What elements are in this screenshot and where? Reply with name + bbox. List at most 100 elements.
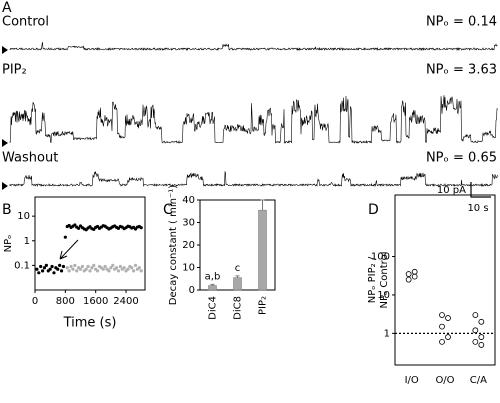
y-axis-label: NPₒ Control [379,252,390,309]
point [73,223,77,227]
point [445,334,451,340]
error-bar [235,275,240,278]
point [445,315,451,321]
point [65,266,69,270]
y-tick-label: 1 [384,328,390,339]
point [109,266,113,270]
point [42,266,47,270]
y-tick-label: 10 [182,263,195,274]
trace-marker [2,182,8,190]
trace-label: Washout [2,151,58,166]
y-tick-label: 30 [182,218,195,229]
point [478,318,485,325]
point [411,268,418,275]
point [77,226,81,230]
x-tick-label: 0 [32,296,38,307]
point [472,338,479,345]
y-axis-label: Decay constant ( min⁻¹) [168,185,179,305]
x-tick-label: 1600 [83,296,108,307]
point [69,264,73,269]
point [111,263,115,267]
point [71,267,75,271]
x-tick-label: 800 [56,296,75,307]
point [40,269,45,273]
x-tick-label: O/O [435,375,454,386]
point [63,235,67,239]
point [405,276,412,283]
point [56,267,60,271]
panel-letter: A [2,0,12,16]
x-tick-label: DiC4 [208,296,219,320]
point [59,269,64,273]
point [44,263,48,267]
bar [258,209,267,291]
point [84,267,88,271]
point [58,263,62,267]
x-tick-label: DiC8 [233,296,244,320]
point [95,269,100,273]
point [114,266,119,270]
y-tick-label: 10 [17,211,30,222]
point [478,342,485,348]
bar [233,277,242,291]
x-tick-label: C/A [470,375,487,386]
trace-marker [2,139,8,147]
annotation: a,b [205,271,221,282]
point [137,266,141,270]
point [472,327,479,334]
point [37,271,41,275]
point [405,271,412,277]
point [139,269,143,273]
point [411,273,418,280]
point [35,267,39,271]
panel-letter: D [368,202,379,218]
point [61,264,66,269]
npo-label: NPₒ = 3.63 [426,63,497,78]
point [118,264,122,269]
point [75,269,79,273]
y-tick-label: 1 [24,236,30,247]
trace [9,42,498,52]
point [122,266,126,270]
panel-letter: B [2,202,12,218]
point [103,264,107,269]
plot-frame [34,196,146,291]
point [86,264,90,269]
point [80,264,85,269]
point [116,269,121,273]
point [472,312,479,318]
y-tick-label: 0 [189,285,195,296]
scale-bar [470,182,491,198]
point [50,264,54,269]
point [90,266,94,270]
y-tick-label: 0.1 [14,260,30,271]
point [139,226,143,230]
y-axis-label: NPₒ [3,235,14,253]
point [88,269,92,273]
npo-label: NPₒ = 0.65 [426,151,497,166]
point [439,312,445,318]
error-bar [260,199,265,211]
plot-frame [394,194,496,366]
point [39,264,43,269]
arrow [59,239,79,260]
point [67,269,71,273]
point [439,323,445,330]
x-tick-label: I/O [405,375,419,386]
point [92,263,96,267]
point [478,334,485,340]
x-tick-label: 2400 [113,296,138,307]
trace-label: PIP₂ [2,63,27,78]
point [439,338,445,345]
point [130,266,134,270]
npo-label: NPₒ = 0.14 [426,15,497,30]
trace-marker [2,46,8,54]
point [52,271,56,275]
trace [9,95,498,144]
y-tick-label: 20 [182,240,195,251]
x-axis-label: Time (s) [63,316,117,331]
point [92,227,96,231]
error-bar [210,283,215,286]
point [133,263,138,267]
